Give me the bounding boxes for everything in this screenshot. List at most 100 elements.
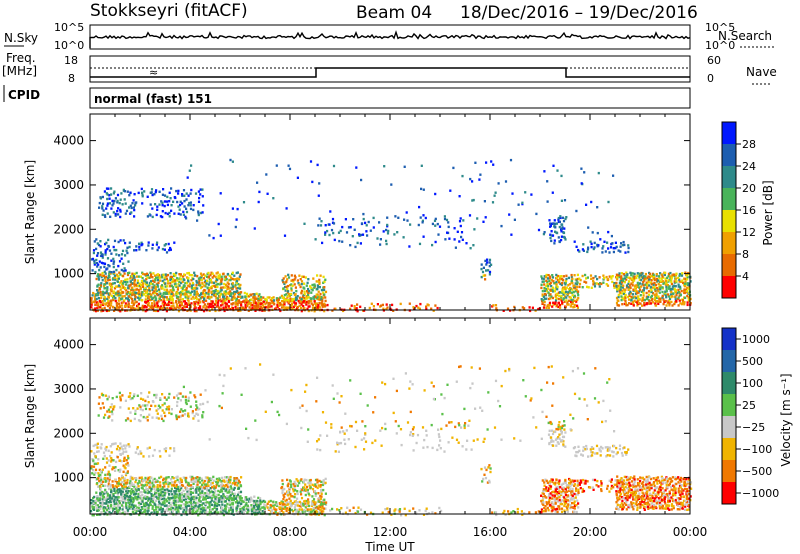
data-cell [342,309,345,313]
data-cell [102,416,106,419]
data-cell [252,502,255,505]
data-cell [298,304,301,307]
data-cell [364,425,367,428]
data-cell [667,287,671,290]
freq-panel: Freq. [MHz] 18 8 60 0 Nave ≈ [2,51,777,85]
data-cell [121,508,124,511]
data-cell [178,497,181,500]
data-cell [158,508,161,511]
data-cell [567,299,570,302]
data-cell [167,505,170,508]
data-cell [194,504,197,507]
data-cell [343,432,346,435]
data-cell [350,425,353,428]
data-cell [174,284,177,287]
data-cell [620,295,623,298]
data-cell [561,302,564,305]
data-cell [151,247,154,250]
data-cell [684,280,687,283]
data-cell [196,287,199,290]
data-cell [90,306,93,309]
data-cell [567,291,570,294]
data-cell [230,490,233,493]
data-cell [244,295,247,298]
data-cell [324,421,328,424]
data-cell [97,297,100,300]
data-cell [166,491,169,494]
data-cell [605,283,608,286]
data-cell [408,245,411,248]
data-cell [139,491,142,494]
data-cell [417,223,420,227]
data-cell [120,489,123,493]
data-cell [306,491,309,494]
data-cell [568,295,571,299]
data-cell [112,290,115,293]
data-cell [263,300,266,303]
data-cell [147,292,150,296]
data-cell [164,243,167,246]
data-cell [169,289,172,292]
data-cell [90,465,93,468]
data-cell [190,480,193,483]
data-cell [317,484,320,487]
data-cell [560,235,563,238]
data-cell [537,307,540,311]
data-cell [434,192,437,196]
data-cell [562,288,565,291]
data-cell [112,245,115,249]
data-cell [663,273,666,277]
data-cell [595,282,598,285]
data-cell [650,290,653,293]
data-cell [225,302,228,305]
data-cell [165,303,169,306]
data-cell [574,287,577,290]
data-cell [554,287,557,290]
data-cell [545,288,548,291]
data-cell [214,288,217,292]
data-cell [474,161,477,164]
data-cell [108,306,111,310]
data-cell [120,474,124,478]
data-cell [473,228,476,231]
data-cell [169,197,172,200]
data-cell [121,504,124,507]
data-cell [330,426,333,429]
data-cell [93,261,96,264]
data-cell [649,302,653,305]
data-cell [141,306,144,309]
data-cell [598,276,601,279]
data-cell [311,180,314,184]
data-cell [144,298,147,301]
data-cell [173,396,176,399]
data-cell [179,200,182,203]
data-cell [108,472,111,476]
data-cell [239,273,242,276]
data-cell [167,292,170,295]
data-cell [115,460,118,464]
data-cell [285,509,288,513]
data-cell [347,226,351,229]
data-cell [214,293,218,296]
data-cell [386,507,389,510]
data-cell [152,500,155,504]
data-cell [601,251,604,254]
data-cell [198,407,201,411]
data-cell [279,303,282,306]
data-cell [165,447,168,450]
data-cell [248,497,251,500]
data-cell [114,299,117,303]
data-cell [171,280,174,284]
data-cell [172,288,175,292]
data-cell [652,301,655,304]
data-cell [156,306,159,309]
data-cell [289,492,292,496]
data-cell [657,300,661,303]
data-cell [186,284,189,287]
data-cell [110,512,113,515]
data-cell [189,204,192,207]
data-cell [576,304,579,307]
data-cell [278,304,281,307]
data-cell [552,303,555,306]
data-cell [137,495,140,498]
